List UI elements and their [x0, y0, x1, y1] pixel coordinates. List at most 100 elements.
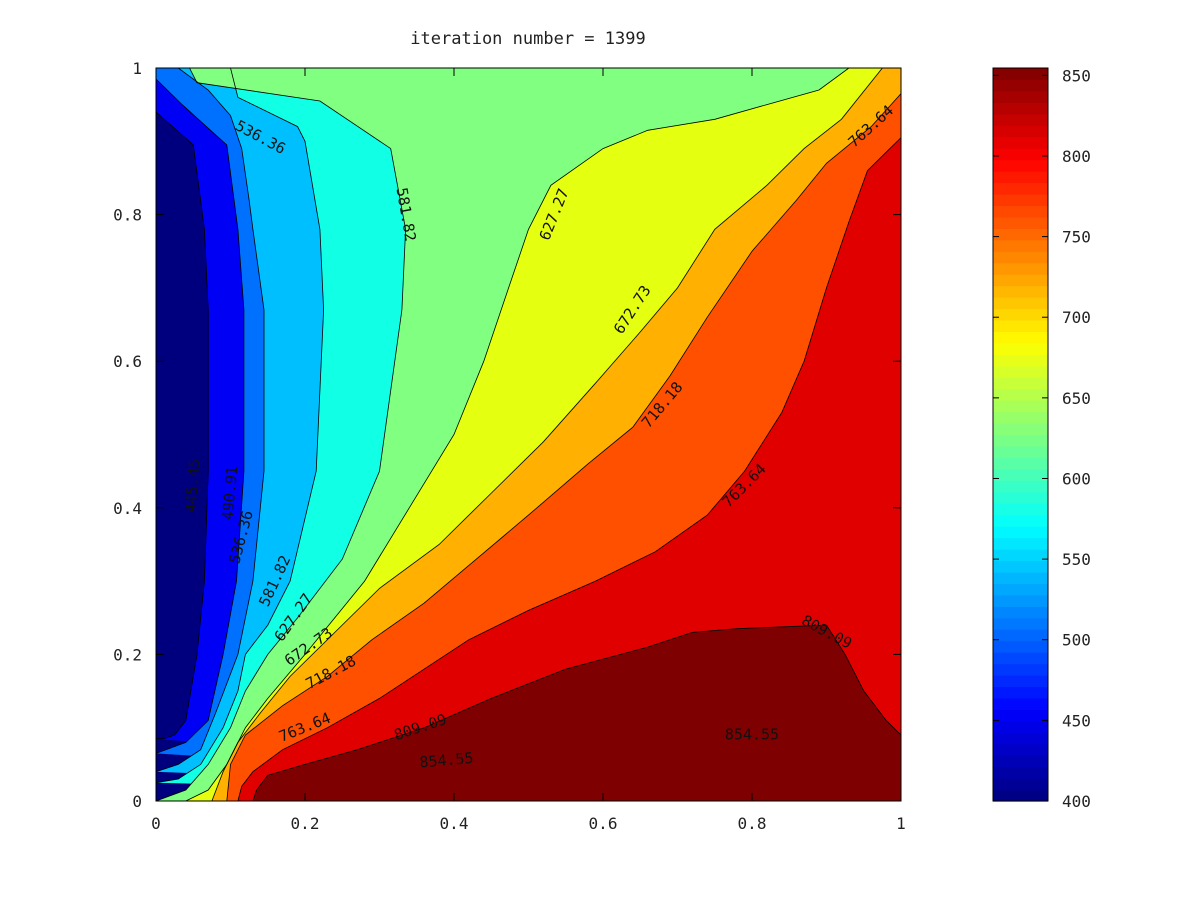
x-tick-label: 0	[151, 814, 161, 833]
colorbar-segment	[993, 182, 1048, 195]
colorbar-segment	[993, 663, 1048, 676]
colorbar-segment	[993, 583, 1048, 596]
colorbar-segment	[993, 113, 1048, 126]
colorbar-segment	[993, 216, 1048, 229]
colorbar-segment	[993, 354, 1048, 367]
colorbar-segment	[993, 68, 1048, 81]
x-tick-label: 0.2	[291, 814, 320, 833]
colorbar-segment	[993, 789, 1048, 802]
colorbar-segment	[993, 423, 1048, 436]
colorbar-segment	[993, 193, 1048, 207]
colorbar-segment	[993, 468, 1048, 481]
colorbar-tick-label: 750	[1062, 228, 1091, 247]
colorbar-tick-label: 500	[1062, 631, 1091, 650]
colorbar-segment	[993, 686, 1048, 699]
x-axis: 0 0.2 0.4 0.6 0.8 1	[151, 68, 906, 833]
contour-line-0	[156, 111, 209, 740]
colorbar-tick-label: 600	[1062, 469, 1091, 488]
colorbar-tick-label: 850	[1062, 66, 1091, 85]
colorbar-segment	[993, 239, 1048, 252]
colorbar-segment	[993, 457, 1048, 470]
colorbar-segment	[993, 766, 1048, 779]
colorbar-segment	[993, 79, 1048, 92]
colorbar-segment	[993, 526, 1048, 539]
colorbar-segment	[993, 732, 1048, 745]
colorbar-segment	[993, 377, 1048, 390]
colorbar-segment	[993, 125, 1048, 138]
colorbar-segment	[993, 594, 1048, 607]
colorbar-segment	[993, 675, 1048, 688]
y-axis: 0 0.2 0.4 0.6 0.8 1	[113, 59, 901, 811]
x-tick-label: 0.8	[738, 814, 767, 833]
colorbar-segment	[993, 434, 1048, 447]
colorbar-frame	[992, 67, 1049, 802]
contour-label: 854.55	[725, 726, 779, 744]
colorbar-segment	[993, 274, 1048, 287]
colorbar: 400 450 500 550 600 650 700 750 800 850	[992, 66, 1091, 811]
colorbar-segment	[993, 297, 1048, 310]
colorbar-segment	[993, 617, 1048, 630]
colorbar-segment	[993, 102, 1048, 115]
contour-line-4	[156, 68, 407, 801]
contour-line-3	[156, 68, 325, 784]
colorbar-segment	[993, 571, 1048, 584]
colorbar-tick-label: 650	[1062, 389, 1091, 408]
y-tick-label: 0.6	[113, 352, 142, 371]
contour-line-9	[252, 624, 901, 801]
colorbar-segment	[993, 251, 1048, 264]
colorbar-segment	[993, 159, 1048, 172]
y-tick-label: 0	[132, 792, 142, 811]
contour-line-1	[156, 78, 245, 754]
contour-lines	[156, 68, 901, 801]
x-tick-label: 0.4	[440, 814, 469, 833]
colorbar-segment	[993, 514, 1048, 527]
colorbar-segment	[993, 491, 1048, 504]
colorbar-segment	[993, 228, 1048, 241]
colorbar-segment	[993, 171, 1048, 184]
colorbar-segment	[993, 652, 1048, 665]
contour-label: 490.91	[219, 465, 242, 521]
contour-label: 854.55	[419, 749, 475, 772]
contour-line-6	[208, 68, 883, 801]
colorbar-tick-label: 550	[1062, 550, 1091, 569]
colorbar-segment	[993, 319, 1048, 333]
colorbar-segment	[993, 503, 1048, 516]
colorbar-segment	[993, 606, 1048, 619]
colorbar-tick-label: 700	[1062, 308, 1091, 327]
contour-line-8	[237, 137, 901, 801]
colorbar-segment	[993, 709, 1048, 722]
colorbar-segment	[993, 549, 1048, 562]
contour-label: 445.45	[181, 458, 204, 514]
colorbar-segment	[993, 365, 1048, 378]
y-tick-label: 1	[132, 59, 142, 78]
band-10	[252, 625, 901, 801]
colorbar-tick-label: 400	[1062, 792, 1091, 811]
colorbar-segment	[993, 411, 1048, 424]
colorbar-segment	[993, 262, 1048, 275]
colorbar-segment	[993, 342, 1048, 355]
colorbar-segment	[993, 743, 1048, 756]
colorbar-segment	[993, 778, 1048, 791]
x-tick-label: 0.6	[589, 814, 618, 833]
contour-bands	[156, 68, 901, 801]
colorbar-segment	[993, 697, 1048, 710]
colorbar-segment	[993, 629, 1048, 642]
colorbar-segment	[993, 285, 1048, 298]
colorbar-segment	[993, 136, 1048, 149]
colorbar-segment	[993, 537, 1048, 550]
colorbar-segment	[993, 205, 1048, 218]
colorbar-segment	[993, 331, 1048, 344]
colorbar-tick-label: 450	[1062, 711, 1091, 730]
colorbar-tick-label: 800	[1062, 147, 1091, 166]
y-tick-label: 0.8	[113, 206, 142, 225]
colorbar-segment	[993, 308, 1048, 321]
colorbar-segment	[993, 445, 1048, 458]
colorbar-segment	[993, 560, 1048, 573]
plot-frame	[155, 67, 902, 802]
colorbar-segment	[993, 148, 1048, 161]
x-tick-label: 1	[896, 814, 906, 833]
colorbar-segment	[993, 90, 1048, 103]
chart-title: iteration number = 1399	[410, 29, 645, 49]
colorbar-segment	[993, 755, 1048, 768]
